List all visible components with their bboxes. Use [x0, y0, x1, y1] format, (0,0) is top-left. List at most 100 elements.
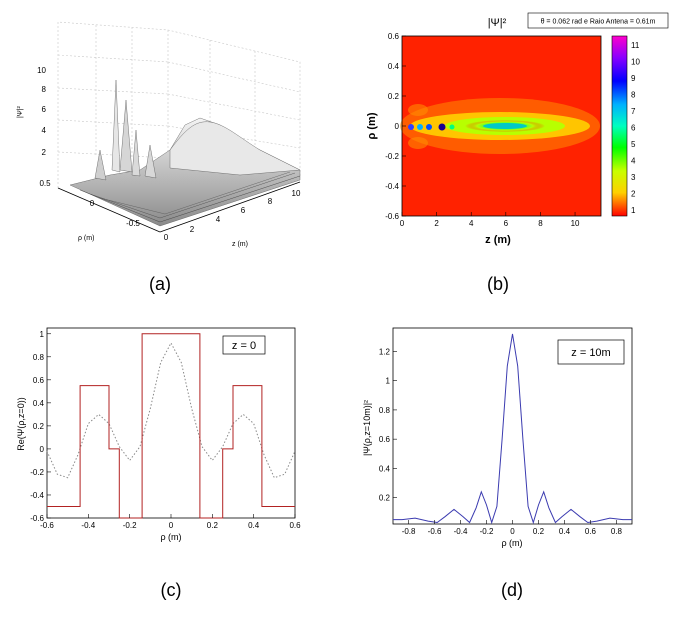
- a-ylabel: ρ (m): [78, 235, 94, 242]
- b-colorbar-tick: 11: [631, 41, 640, 50]
- d-ylabel: |Ψ(ρ,z=10m)|²: [362, 400, 372, 456]
- b-ytick: 0.6: [388, 32, 400, 41]
- c-legend: z = 0: [232, 340, 256, 352]
- b-xtick: 4: [469, 219, 474, 228]
- b-colorbar-tick: 10: [631, 58, 640, 67]
- b-colorbar-tick: 7: [631, 107, 636, 116]
- b-colorbar-tick: 4: [631, 157, 636, 166]
- b-xtick: 2: [434, 219, 439, 228]
- d-legend-box: [557, 339, 625, 365]
- b-ytick: -0.2: [385, 152, 399, 161]
- a-ytick: 0.5: [39, 179, 51, 188]
- b-colorbar-tick: 9: [631, 74, 636, 83]
- b-ytick: 0.2: [388, 92, 400, 101]
- c-ytick: 0.2: [33, 422, 45, 431]
- d-xtick: -0.4: [454, 527, 468, 536]
- caption-b: (b): [487, 274, 509, 294]
- d-xlabel: ρ (m): [501, 538, 522, 548]
- d-xtick: 0.8: [611, 527, 623, 536]
- b-ytick: 0.4: [388, 62, 400, 71]
- a-xtick: 2: [190, 225, 195, 234]
- d-xtick: 0.2: [533, 527, 545, 536]
- d-xtick: -0.8: [402, 527, 416, 536]
- panel-a-zticks: 2 4 6 8 10: [37, 66, 46, 157]
- a-xtick: 4: [216, 215, 221, 224]
- b-xtick: 10: [571, 219, 580, 228]
- b-colorbar-tick: 2: [631, 190, 636, 199]
- a-xtick: 10: [292, 189, 301, 198]
- d-ytick: 1: [386, 377, 391, 386]
- c-ytick: 1: [40, 330, 45, 339]
- b-title: |Ψ|²: [488, 17, 507, 29]
- b-xtick: 0: [400, 219, 405, 228]
- c-series-ideal: [47, 333, 295, 519]
- d-xtick: -0.6: [428, 527, 442, 536]
- b-colorbar-tick: 8: [631, 91, 636, 100]
- d-xtick: 0: [510, 527, 515, 536]
- b-xlabel: z (m): [485, 234, 511, 246]
- c-xtick: 0: [169, 521, 174, 530]
- panel-b: |Ψ|² θ = 0.062 rad e Raio Antena = 0.61m…: [366, 12, 669, 294]
- b-colorbar-tick: 1: [631, 206, 636, 215]
- a-xlabel: z (m): [232, 241, 248, 248]
- c-xtick: 0.2: [207, 521, 219, 530]
- c-yticks: 1 0.8 0.6 0.4 0.2 0 -0.2 -0.4 -0.6: [30, 330, 51, 523]
- b-annotation-box: [527, 12, 669, 29]
- b-ylabel: ρ (m): [366, 112, 378, 139]
- c-xtick: 0.6: [289, 521, 301, 530]
- c-xtick: -0.6: [40, 521, 54, 530]
- d-xtick: 0.4: [559, 527, 571, 536]
- a-xtick: 0: [164, 233, 169, 242]
- c-xticks: -0.6 -0.4 -0.2 0 0.2 0.4 0.6: [40, 514, 301, 530]
- b-ytick: -0.6: [385, 212, 399, 221]
- c-xlabel: ρ (m): [160, 532, 181, 542]
- d-xtick: 0.6: [585, 527, 597, 536]
- d-series-intensity: [393, 333, 632, 525]
- c-xtick: -0.4: [81, 521, 95, 530]
- a-ytick: 0: [90, 199, 95, 208]
- b-colorbar-tick: 6: [631, 124, 636, 133]
- c-ytick: -0.2: [30, 468, 44, 477]
- caption-c: (c): [161, 580, 182, 600]
- b-xticks: 0 2 4 6 8 10: [400, 212, 580, 228]
- d-xtick: -0.2: [480, 527, 494, 536]
- a-zlabel: |Ψ|²: [17, 106, 24, 118]
- b-colorbar: [611, 35, 628, 217]
- panel-a-yticks: 0.5 0 -0.5: [39, 179, 140, 228]
- b-heatmap-beam: [400, 98, 600, 154]
- panel-a-axes: [57, 181, 301, 233]
- b-yticks: 0.6 0.4 0.2 0 -0.2 -0.4 -0.6: [385, 32, 406, 221]
- d-legend: z = 10m: [571, 347, 610, 359]
- b-colorbar-tick: 3: [631, 173, 636, 182]
- d-ytick: 1.2: [379, 347, 391, 356]
- panel-d: z = 10m -0.8 -0.6 -0.4 -0.2 0 0.2 0.4 0.6 0.8 1.…: [362, 327, 633, 600]
- d-ytick: 0.2: [379, 494, 391, 503]
- c-plot-frame: [46, 327, 296, 519]
- caption-a: (a): [149, 274, 171, 294]
- a-ztick: 4: [42, 126, 47, 135]
- a-ztick: 2: [42, 148, 47, 157]
- a-ztick: 8: [42, 85, 47, 94]
- d-ytick: 0.4: [379, 464, 391, 473]
- b-ytick: 0: [395, 122, 400, 131]
- b-colorbar-tick: 5: [631, 140, 636, 149]
- c-ytick: 0.4: [33, 399, 45, 408]
- a-ztick: 10: [37, 66, 46, 75]
- b-colorbar-ticks: 11 10 9 8 7 6 5 4 3 2 1: [631, 41, 640, 215]
- c-ytick: -0.6: [30, 514, 44, 523]
- c-ytick: 0.6: [33, 376, 45, 385]
- c-ytick: -0.4: [30, 491, 44, 500]
- d-ytick: 0.8: [379, 406, 391, 415]
- c-legend-box: [222, 335, 266, 355]
- a-ytick: -0.5: [126, 219, 140, 228]
- a-ztick: 6: [42, 105, 47, 114]
- c-ytick: 0.8: [33, 353, 45, 362]
- b-xtick: 8: [538, 219, 543, 228]
- b-annotation: θ = 0.062 rad e Raio Antena = 0.61m: [541, 19, 656, 26]
- panel-a: 2 4 6 8 10 |Ψ|² 0 2 4 6 8 10 z (m) 0.5 0…: [17, 21, 301, 294]
- a-xtick: 6: [241, 206, 246, 215]
- c-xtick: 0.4: [248, 521, 260, 530]
- b-ytick: -0.4: [385, 182, 399, 191]
- a-xtick: 8: [268, 197, 273, 206]
